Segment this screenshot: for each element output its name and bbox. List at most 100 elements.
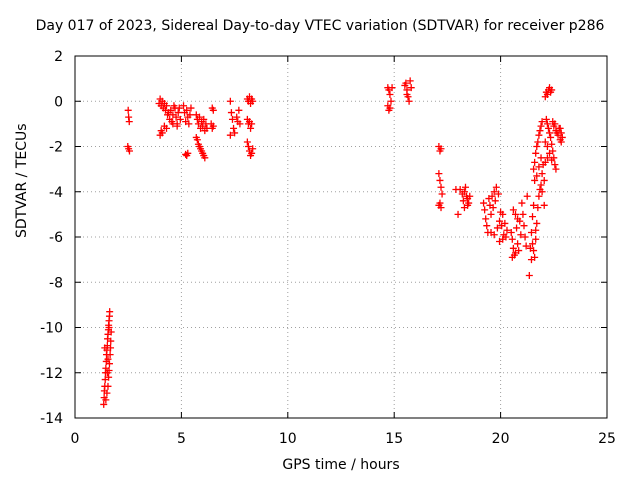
data-point — [538, 188, 546, 196]
data-point — [518, 199, 526, 207]
data-point — [454, 210, 462, 218]
data-point — [492, 183, 500, 191]
data-point — [507, 228, 515, 236]
data-point — [541, 158, 549, 166]
data-point — [249, 97, 257, 105]
data-point — [460, 188, 468, 196]
data-point — [532, 226, 540, 234]
data-point — [531, 158, 539, 166]
y-tick-label: -2 — [49, 140, 63, 156]
data-point — [180, 102, 188, 110]
data-point — [508, 235, 516, 243]
data-point — [503, 226, 511, 234]
data-point — [487, 210, 495, 218]
data-point — [533, 172, 541, 180]
data-point — [174, 109, 182, 117]
data-point — [531, 176, 539, 184]
data-point — [511, 210, 519, 218]
data-point — [388, 84, 396, 92]
data-point — [209, 122, 217, 130]
data-point — [230, 124, 238, 132]
y-tick-label: 0 — [54, 94, 63, 110]
data-point — [104, 382, 112, 390]
y-tick-label: -8 — [49, 275, 63, 291]
data-point — [100, 400, 108, 408]
data-point — [538, 118, 546, 126]
plot-border — [74, 55, 608, 419]
data-point — [107, 337, 115, 345]
data-point — [226, 131, 234, 139]
data-point — [490, 188, 498, 196]
data-point — [491, 197, 499, 205]
data-point — [529, 213, 537, 221]
data-point — [195, 113, 203, 121]
data-point — [551, 161, 559, 169]
data-point — [187, 104, 195, 112]
y-tick-label: -10 — [40, 321, 63, 337]
x-tick-label: 20 — [492, 431, 510, 447]
data-point — [534, 138, 542, 146]
data-point — [543, 143, 551, 150]
data-point — [540, 201, 548, 209]
data-point — [387, 97, 395, 105]
data-point — [538, 170, 546, 178]
data-point — [125, 118, 133, 126]
data-point — [517, 231, 525, 239]
data-point — [103, 369, 111, 377]
data-point — [521, 233, 529, 241]
data-point — [248, 149, 256, 157]
data-point — [490, 231, 498, 239]
data-point — [552, 165, 560, 173]
data-point — [525, 271, 533, 279]
data-point — [167, 106, 175, 114]
data-point — [105, 324, 113, 331]
data-point — [499, 210, 507, 218]
data-point — [483, 222, 491, 230]
data-point — [537, 154, 545, 162]
data-point — [520, 222, 528, 230]
data-point — [226, 97, 234, 105]
data-point — [407, 84, 415, 92]
data-point — [529, 240, 537, 248]
data-point — [546, 129, 554, 137]
x-axis-label: GPS time / hours — [282, 457, 400, 473]
data-point — [466, 192, 474, 200]
data-point — [233, 113, 241, 121]
data-point — [248, 120, 256, 128]
data-point — [386, 90, 394, 98]
data-point — [193, 136, 201, 144]
data-point — [227, 109, 235, 117]
x-tick-label: 10 — [279, 431, 297, 447]
data-point — [438, 190, 446, 198]
data-point — [543, 120, 551, 128]
data-point — [488, 192, 496, 200]
data-point — [493, 224, 501, 232]
data-point — [406, 77, 414, 85]
data-point — [544, 124, 552, 132]
data-point — [437, 145, 445, 153]
data-point — [548, 140, 556, 148]
data-point — [405, 97, 413, 105]
data-point — [482, 215, 490, 223]
data-point — [247, 124, 255, 132]
data-point — [535, 163, 543, 171]
y-tick-label: -6 — [49, 230, 63, 246]
data-point — [244, 143, 252, 150]
data-point — [499, 235, 507, 243]
data-point — [508, 253, 516, 261]
data-point — [533, 219, 541, 227]
data-point — [459, 197, 467, 205]
data-point — [435, 201, 443, 209]
x-tick-label: 0 — [71, 431, 80, 447]
data-point — [105, 360, 113, 368]
data-point — [124, 106, 132, 114]
data-point — [101, 344, 109, 352]
data-point — [514, 215, 522, 223]
data-point — [553, 129, 561, 137]
y-tick-label: -14 — [40, 411, 63, 427]
data-point — [403, 90, 411, 98]
data-point — [186, 111, 194, 119]
data-point — [533, 143, 541, 150]
data-point — [200, 115, 208, 123]
